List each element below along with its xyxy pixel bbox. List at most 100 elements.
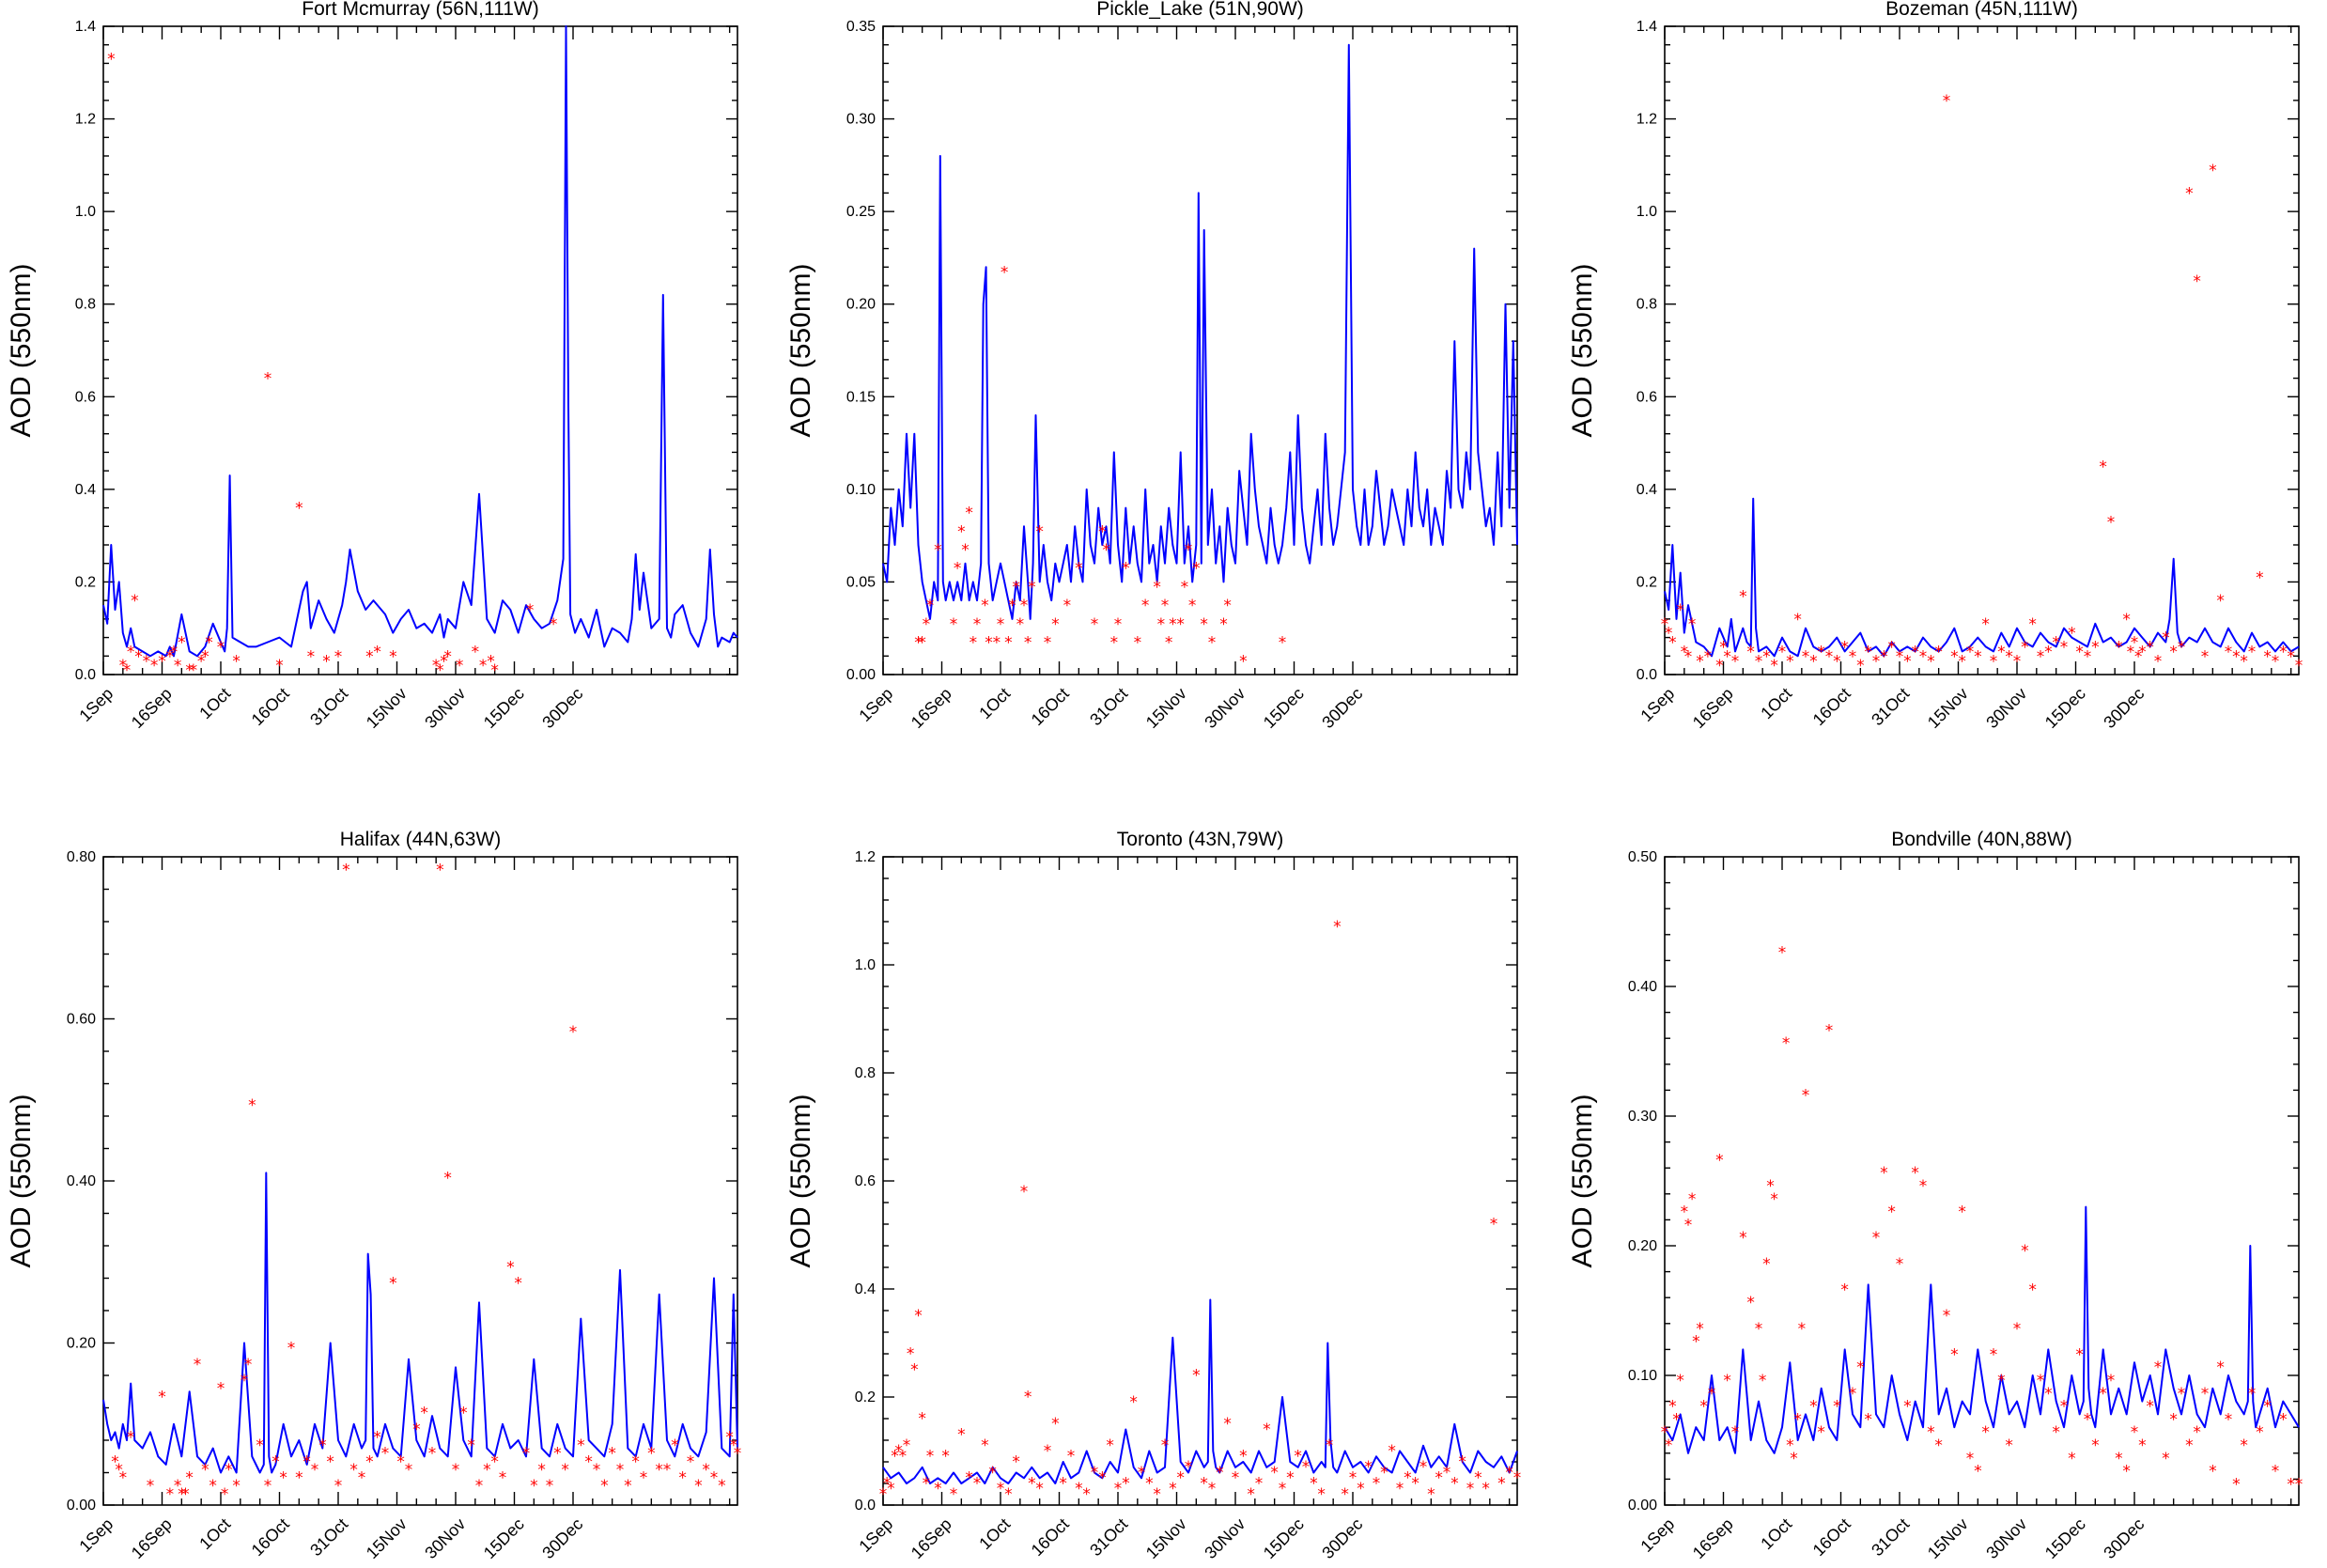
x-tick-label: 15Dec bbox=[2041, 1514, 2089, 1562]
observation-marker: * bbox=[115, 1461, 123, 1480]
observation-marker: * bbox=[1028, 1474, 1036, 1493]
observation-marker: * bbox=[1746, 1294, 1755, 1312]
observation-marker: * bbox=[1896, 647, 1904, 666]
observation-marker: * bbox=[2216, 1358, 2225, 1377]
observation-marker: * bbox=[1934, 643, 1943, 661]
observation-marker: * bbox=[1668, 1398, 1677, 1417]
observation-marker: * bbox=[1247, 1485, 1255, 1504]
observation-marker: * bbox=[178, 1485, 186, 1504]
observation-marker: * bbox=[170, 643, 178, 661]
observation-marker: * bbox=[1145, 1474, 1154, 1493]
observation-marker: * bbox=[1731, 1423, 1740, 1442]
observation-marker: * bbox=[1786, 652, 1794, 671]
x-tick-label: 15Dec bbox=[2041, 684, 2089, 732]
observation-marker: * bbox=[914, 1307, 923, 1326]
observation-marker: * bbox=[279, 1469, 287, 1488]
observation-marker: * bbox=[1004, 1485, 1013, 1504]
observation-marker: * bbox=[147, 1477, 155, 1496]
observation-marker: * bbox=[1169, 615, 1177, 634]
x-tick-label: 16Oct bbox=[1809, 684, 1854, 729]
observation-marker: * bbox=[2178, 639, 2186, 658]
observation-marker: * bbox=[2037, 1372, 2045, 1390]
y-axis-label: AOD (550nm) bbox=[6, 1094, 37, 1267]
observation-marker: * bbox=[1419, 1458, 1428, 1477]
observation-marker: * bbox=[166, 1485, 175, 1504]
observation-marker: * bbox=[1950, 1345, 1959, 1364]
observation-marker: * bbox=[1505, 1464, 1513, 1483]
observation-marker: * bbox=[174, 657, 182, 675]
panel-title: Halifax (44N,63W) bbox=[340, 829, 502, 850]
observation-marker: * bbox=[1294, 1448, 1302, 1467]
x-tick-label: 31Oct bbox=[1086, 684, 1131, 729]
observation-marker: * bbox=[1114, 615, 1123, 634]
observation-marker: * bbox=[1435, 1469, 1443, 1488]
observation-marker: * bbox=[616, 1461, 625, 1480]
observation-marker: * bbox=[2225, 1410, 2233, 1429]
observation-marker: * bbox=[2107, 1372, 2116, 1390]
observation-marker: * bbox=[1833, 1398, 1841, 1417]
y-tick-label: 0.6 bbox=[75, 389, 96, 405]
observation-marker: * bbox=[981, 1436, 989, 1455]
observation-marker: * bbox=[1239, 652, 1248, 671]
y-tick-label: 0.20 bbox=[1628, 1238, 1657, 1254]
x-tick-label: 31Oct bbox=[1868, 684, 1913, 729]
observation-marker: * bbox=[2091, 639, 2100, 658]
observation-marker: * bbox=[894, 1442, 903, 1461]
model-aod-line bbox=[1664, 1205, 2300, 1454]
observation-marker: * bbox=[1681, 1203, 1689, 1222]
observation-marker: * bbox=[436, 661, 444, 680]
panel-title: Bozeman (45N,111W) bbox=[1885, 0, 2078, 20]
observation-marker: * bbox=[1192, 560, 1201, 579]
observation-marker: * bbox=[440, 652, 448, 671]
observation-marker: * bbox=[1887, 639, 1896, 658]
observation-marker: * bbox=[303, 1452, 311, 1471]
observation-marker: * bbox=[365, 1452, 374, 1471]
observation-marker: * bbox=[1122, 1474, 1130, 1493]
y-tick-label: 0.4 bbox=[855, 1281, 876, 1297]
observation-marker: * bbox=[2146, 1398, 2154, 1417]
observation-marker: * bbox=[1793, 611, 1802, 629]
observation-marker: * bbox=[2131, 634, 2139, 653]
observation-marker: * bbox=[127, 643, 135, 661]
observation-marker: * bbox=[2052, 1423, 2060, 1442]
x-tick-label: 15Nov bbox=[1924, 684, 1972, 732]
observation-marker: * bbox=[997, 1480, 1005, 1498]
observation-marker: * bbox=[2075, 1345, 2084, 1364]
observation-marker: * bbox=[1762, 647, 1771, 666]
observation-marker: * bbox=[1185, 541, 1193, 560]
y-tick-label: 0.2 bbox=[1637, 574, 1657, 590]
observation-marker: * bbox=[1216, 1464, 1224, 1483]
observation-marker: * bbox=[600, 1477, 609, 1496]
observation-marker: * bbox=[1012, 578, 1020, 597]
observation-marker: * bbox=[1008, 597, 1016, 615]
observation-marker: * bbox=[412, 1421, 421, 1439]
observation-marker: * bbox=[166, 647, 175, 666]
observation-marker: * bbox=[1668, 634, 1677, 653]
observation-marker: * bbox=[624, 1477, 632, 1496]
observation-marker: * bbox=[1020, 597, 1029, 615]
observation-marker: * bbox=[490, 1452, 499, 1471]
observation-marker: * bbox=[2240, 1436, 2248, 1455]
observation-marker: * bbox=[663, 1461, 672, 1480]
observation-marker: * bbox=[287, 1340, 296, 1358]
observation-marker: * bbox=[1051, 615, 1060, 634]
observation-marker: * bbox=[432, 657, 441, 675]
observation-marker: * bbox=[1766, 1177, 1775, 1196]
observation-marker: * bbox=[907, 1344, 915, 1363]
observation-marker: * bbox=[295, 1469, 303, 1488]
observation-marker: * bbox=[1067, 1448, 1076, 1467]
y-axis-label: AOD (550nm) bbox=[1567, 263, 1598, 437]
observation-marker: * bbox=[1974, 647, 1982, 666]
observation-marker: * bbox=[2134, 647, 2143, 666]
x-tick-label: 30Nov bbox=[421, 1514, 469, 1562]
y-tick-label: 1.4 bbox=[1637, 19, 1657, 35]
observation-marker: * bbox=[1684, 647, 1693, 666]
y-tick-label: 1.4 bbox=[75, 19, 96, 35]
observation-marker: * bbox=[264, 1477, 272, 1496]
observation-marker: * bbox=[143, 652, 151, 671]
observation-marker: * bbox=[550, 615, 558, 634]
observation-marker: * bbox=[1755, 652, 1763, 671]
observation-marker: * bbox=[988, 1464, 997, 1483]
y-tick-label: 0.8 bbox=[1637, 297, 1657, 313]
observation-marker: * bbox=[1098, 1469, 1107, 1488]
